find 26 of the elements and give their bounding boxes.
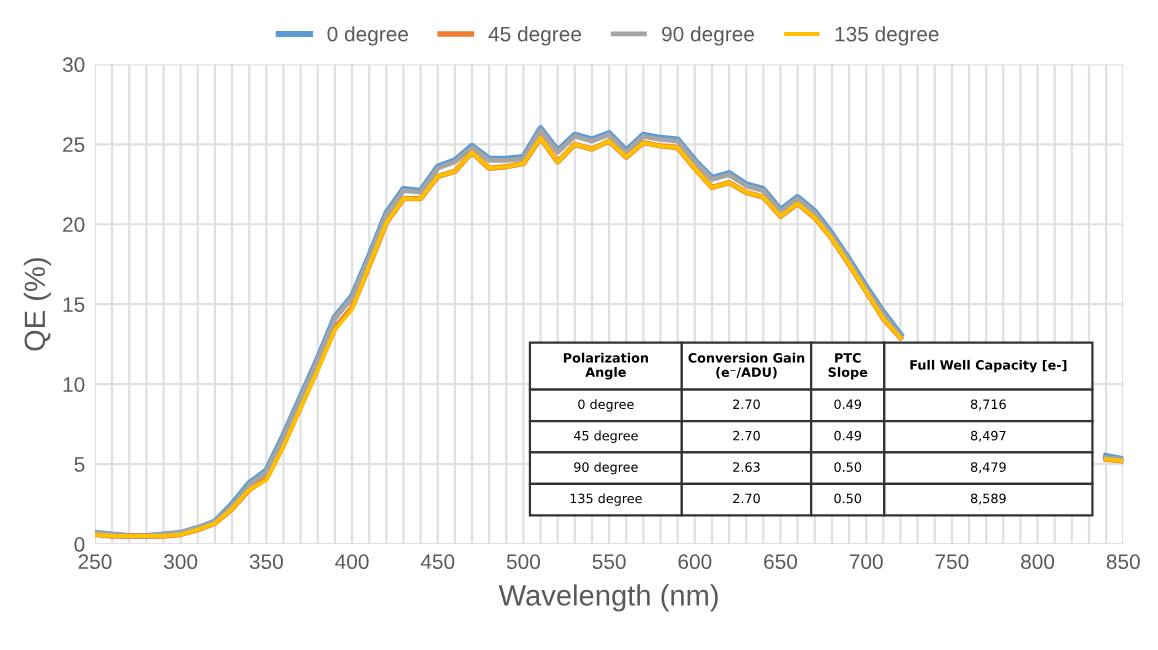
x-tick-label: 350 <box>249 554 283 570</box>
x-tick-label: 700 <box>849 554 883 570</box>
x-tick-label: 300 <box>164 554 198 570</box>
legend-label: 45 degree <box>488 26 581 46</box>
y-tick-label: 15 <box>63 297 85 312</box>
y-tick-label: 10 <box>63 377 85 392</box>
x-tick-label: 500 <box>506 554 540 570</box>
legend-label: 0 degree <box>327 26 408 46</box>
y-axis-title: QE (%) <box>23 258 51 351</box>
y-tick-label: 25 <box>63 137 85 153</box>
x-tick-label: 450 <box>420 554 455 570</box>
legend-label: 135 degree <box>835 26 939 46</box>
x-tick-label: 600 <box>678 554 712 570</box>
x-tick-label: 400 <box>335 554 369 570</box>
y-tick-label: 0 <box>74 537 85 552</box>
legend-label: 90 degree <box>662 26 754 46</box>
x-tick-label: 800 <box>1021 554 1055 570</box>
x-tick-label: 750 <box>935 554 969 570</box>
x-tick-label: 650 <box>764 554 798 570</box>
y-tick-label: 30 <box>62 57 85 73</box>
x-tick-label: 850 <box>1106 554 1140 570</box>
x-tick-label: 250 <box>78 554 112 570</box>
x-tick-label: 550 <box>592 554 626 570</box>
x-axis-title: Wavelength (nm) <box>498 584 718 612</box>
y-tick-label: 20 <box>63 217 85 232</box>
y-tick-label: 5 <box>74 457 85 472</box>
